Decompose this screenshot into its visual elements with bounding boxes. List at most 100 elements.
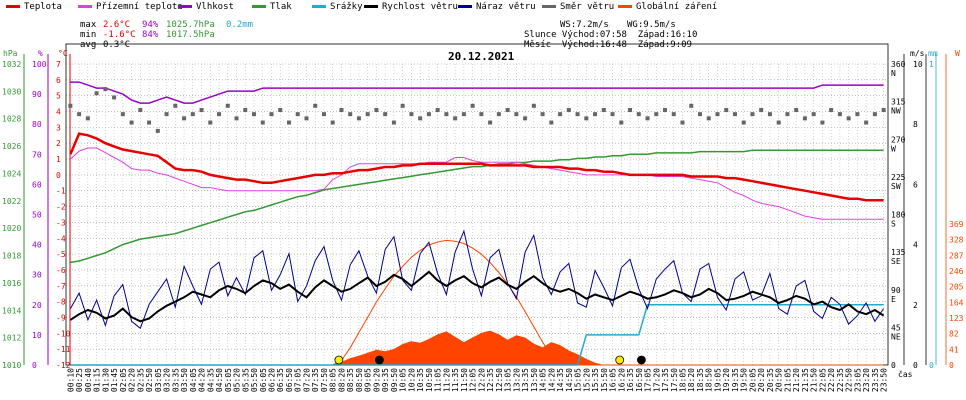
temperature-tick: -7 bbox=[56, 282, 66, 291]
wind-dir-point bbox=[85, 116, 90, 121]
temperature-tick: -5 bbox=[56, 250, 66, 259]
wind-dir-point bbox=[356, 116, 361, 121]
pressure-tick: 1018 bbox=[2, 252, 21, 261]
x-tick-label: 09:50 bbox=[390, 368, 399, 392]
temperature-tick: -10 bbox=[56, 329, 71, 338]
wind-dir-point bbox=[636, 112, 641, 117]
wind-dir-tick: 225 bbox=[891, 173, 906, 182]
radiation-tick: 205 bbox=[949, 283, 964, 292]
wind-dir-point bbox=[182, 116, 187, 121]
temperature-tick: 7 bbox=[56, 60, 61, 69]
x-tick-label: 08:05 bbox=[329, 368, 338, 392]
x-tick-label: 16:05 bbox=[609, 368, 618, 392]
x-tick-label: 16:20 bbox=[617, 368, 626, 392]
legend-item: Teplota bbox=[6, 2, 62, 13]
wind-dir-name: SE bbox=[891, 257, 901, 266]
x-tick-label: 18:05 bbox=[679, 368, 688, 392]
humidity-tick: 70 bbox=[32, 150, 42, 159]
sunrise-marker bbox=[334, 355, 344, 365]
x-tick-label: 11:35 bbox=[451, 368, 460, 392]
x-tick-label: 12:05 bbox=[469, 368, 478, 392]
gust-line bbox=[69, 229, 885, 330]
radiation-tick: 246 bbox=[949, 267, 964, 276]
wind-dir-point bbox=[610, 112, 615, 117]
wind-dir-point bbox=[741, 120, 746, 125]
pressure-line bbox=[70, 149, 884, 264]
wind-dir-point bbox=[339, 107, 344, 112]
stat-max-rain: 0.2mm bbox=[226, 20, 254, 30]
x-tick-label: 20:05 bbox=[748, 368, 757, 392]
x-tick-label: 15:20 bbox=[582, 368, 591, 392]
wind-speed-tick: 6 bbox=[913, 180, 918, 189]
wind-dir-point bbox=[444, 112, 449, 117]
x-tick-label: 15:35 bbox=[591, 368, 600, 392]
wind-dir-point bbox=[400, 103, 405, 108]
x-tick-label: 05:50 bbox=[250, 368, 259, 392]
radiation-tick: 328 bbox=[949, 236, 964, 245]
wind-dir-point bbox=[872, 112, 877, 117]
x-tick-label: 02:35 bbox=[136, 368, 145, 392]
x-tick-label: 03:50 bbox=[180, 368, 189, 392]
x-tick-label: 02:50 bbox=[145, 368, 154, 392]
stat-min-temp: -1.6°C bbox=[103, 30, 136, 40]
wind-dir-name: E bbox=[891, 295, 896, 304]
humidity-tick: 40 bbox=[32, 241, 42, 250]
wind-dir-point bbox=[155, 128, 160, 133]
x-tick-label: 21:20 bbox=[792, 368, 801, 392]
wind-dir-name: W bbox=[891, 144, 896, 153]
x-tick-label: 16:50 bbox=[635, 368, 644, 392]
x-axis-label: čas bbox=[898, 369, 913, 379]
radiation-tick: 82 bbox=[949, 330, 959, 339]
x-tick-label: 17:05 bbox=[644, 368, 653, 392]
legend-swatch bbox=[178, 5, 192, 8]
wind-dir-tick: 270 bbox=[891, 135, 906, 144]
x-tick-label: 09:35 bbox=[381, 368, 390, 392]
wind-dir-point bbox=[671, 112, 676, 117]
x-tick-label: 10:50 bbox=[425, 368, 434, 392]
temperature-tick: -4 bbox=[56, 234, 66, 243]
x-tick-label: 22:35 bbox=[836, 368, 845, 392]
temperature-tick: -1 bbox=[56, 187, 66, 196]
x-tick-label: 23:20 bbox=[862, 368, 871, 392]
wind-dir-point bbox=[820, 120, 825, 125]
x-tick-label: 10:35 bbox=[416, 368, 425, 392]
temperature-tick: -6 bbox=[56, 266, 66, 275]
sunset-marker bbox=[615, 355, 625, 365]
wind-dir-point bbox=[837, 112, 842, 117]
wind-dir-point bbox=[531, 103, 536, 108]
wind-dir-point bbox=[706, 116, 711, 121]
wind-dir-name: N bbox=[891, 69, 896, 78]
wind-dir-tick: 180 bbox=[891, 211, 906, 220]
x-tick-label: 17:35 bbox=[661, 368, 670, 392]
x-tick-label: 21:05 bbox=[783, 368, 792, 392]
temperature-tick: 6 bbox=[56, 76, 61, 85]
wind-dir-name: NW bbox=[891, 107, 901, 116]
wind-dir-point bbox=[864, 120, 869, 125]
wind-dir-name: NE bbox=[891, 332, 901, 341]
wind-dir-point bbox=[243, 107, 248, 112]
wind-dir-point bbox=[348, 112, 353, 117]
x-tick-label: 22:20 bbox=[827, 368, 836, 392]
x-tick-label: 06:50 bbox=[285, 368, 294, 392]
temperature-tick: 1 bbox=[56, 155, 61, 164]
wind-dir-point bbox=[208, 120, 213, 125]
wind-dir-point bbox=[505, 107, 510, 112]
x-tick-label: 11:50 bbox=[460, 368, 469, 392]
radiation-tick: 369 bbox=[949, 220, 964, 229]
x-tick-label: 11:05 bbox=[434, 368, 443, 392]
x-tick-label: 03:05 bbox=[154, 368, 163, 392]
x-tick-label: 03:35 bbox=[171, 368, 180, 392]
wind-dir-point bbox=[802, 116, 807, 121]
wind-dir-point bbox=[523, 116, 528, 121]
wind-dir-point bbox=[496, 112, 501, 117]
x-tick-label: 21:35 bbox=[801, 368, 810, 392]
temperature-tick: -9 bbox=[56, 313, 66, 322]
wind-dir-point bbox=[120, 112, 125, 117]
wind-dir-point bbox=[103, 87, 108, 92]
x-tick-label: 06:35 bbox=[276, 368, 285, 392]
x-tick-label: 00:40 bbox=[84, 368, 93, 392]
wind-dir-point bbox=[269, 112, 274, 117]
wind-speed-tick: 4 bbox=[913, 241, 918, 250]
stat-max-label: max bbox=[80, 20, 97, 30]
x-tick-label: 14:20 bbox=[547, 368, 556, 392]
